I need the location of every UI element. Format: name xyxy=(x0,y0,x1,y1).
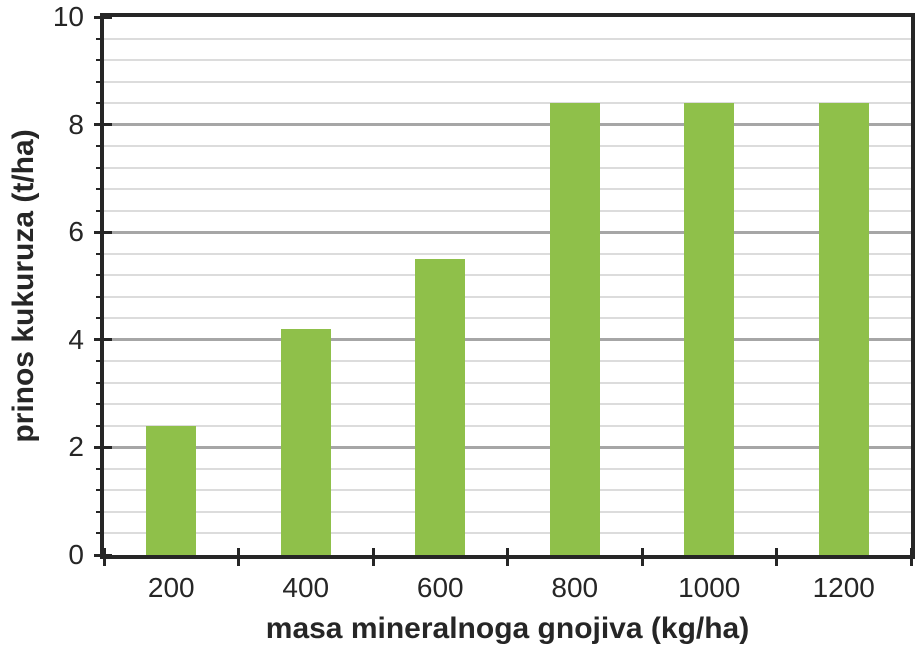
x-major-tick xyxy=(102,548,106,566)
y-minor-tick xyxy=(96,166,104,169)
minor-gridline xyxy=(104,403,911,406)
y-minor-tick xyxy=(96,252,104,255)
major-gridline xyxy=(104,230,911,234)
y-minor-tick xyxy=(96,37,104,40)
x-axis-title: masa mineralnoga gnojiva (kg/ha) xyxy=(265,612,750,645)
minor-gridline xyxy=(104,102,911,105)
x-tick-label: 400 xyxy=(282,572,330,603)
y-minor-tick xyxy=(96,467,104,470)
y-tick-label: 10 xyxy=(52,1,84,32)
y-tick-label: 4 xyxy=(68,323,84,355)
minor-gridline xyxy=(104,59,911,62)
y-minor-tick xyxy=(96,209,104,212)
y-minor-tick xyxy=(96,403,104,406)
minor-gridline xyxy=(104,37,911,40)
minor-gridline xyxy=(104,424,911,427)
y-minor-tick xyxy=(96,424,104,427)
y-major-tick xyxy=(94,445,112,449)
minor-gridline xyxy=(104,295,911,298)
minor-gridline xyxy=(104,166,911,169)
minor-gridline xyxy=(104,145,911,148)
minor-gridline xyxy=(104,360,911,363)
y-minor-tick xyxy=(96,274,104,277)
x-major-tick xyxy=(371,548,375,566)
minor-gridline xyxy=(104,317,911,320)
minor-gridline xyxy=(104,80,911,83)
y-minor-tick xyxy=(96,532,104,535)
x-major-tick xyxy=(506,548,509,566)
x-tick-label: 1200 xyxy=(812,572,875,603)
y-minor-tick xyxy=(96,295,104,298)
bar-800 xyxy=(549,103,600,555)
y-minor-tick xyxy=(96,489,104,492)
minor-gridline xyxy=(104,188,911,191)
minor-gridline xyxy=(104,489,911,492)
y-axis-title: prinos kukuruza (t/ha) xyxy=(7,129,40,443)
y-minor-tick xyxy=(96,145,104,148)
bar-1000 xyxy=(684,103,735,555)
y-tick-label: 0 xyxy=(68,539,84,570)
minor-gridline xyxy=(104,510,911,513)
x-major-tick xyxy=(775,548,778,566)
x-tick-label: 800 xyxy=(551,572,599,603)
y-tick-label: 8 xyxy=(68,108,84,140)
minor-gridline xyxy=(104,532,911,535)
x-major-tick xyxy=(640,548,644,566)
y-minor-tick xyxy=(96,80,104,83)
bar-600 xyxy=(415,259,466,555)
y-tick-label: 2 xyxy=(68,431,84,463)
minor-gridline xyxy=(104,252,911,255)
major-gridline xyxy=(104,123,911,127)
major-gridline xyxy=(104,338,911,342)
y-minor-tick xyxy=(96,59,104,62)
minor-gridline xyxy=(104,381,911,384)
minor-gridline xyxy=(104,209,911,212)
minor-gridline xyxy=(104,274,911,277)
minor-gridline xyxy=(104,467,911,470)
bar-1200 xyxy=(818,103,869,555)
x-tick-label: 1000 xyxy=(678,572,741,603)
x-tick-label: 600 xyxy=(416,572,464,603)
major-gridline xyxy=(104,445,911,449)
y-major-tick xyxy=(94,15,112,19)
x-major-tick xyxy=(237,548,240,566)
y-minor-tick xyxy=(96,188,104,191)
x-tick-label: 200 xyxy=(147,572,195,603)
y-minor-tick xyxy=(96,381,104,384)
y-minor-tick xyxy=(96,510,104,513)
y-minor-tick xyxy=(96,360,104,363)
y-major-tick xyxy=(94,123,112,127)
y-minor-tick xyxy=(96,102,104,105)
x-major-tick xyxy=(909,548,913,566)
y-tick-label: 6 xyxy=(68,216,84,248)
y-major-tick xyxy=(94,230,112,234)
plot-area xyxy=(100,13,915,559)
y-major-tick xyxy=(94,338,112,342)
bar-200 xyxy=(146,425,197,555)
y-minor-tick xyxy=(96,317,104,320)
bar-400 xyxy=(280,329,331,555)
